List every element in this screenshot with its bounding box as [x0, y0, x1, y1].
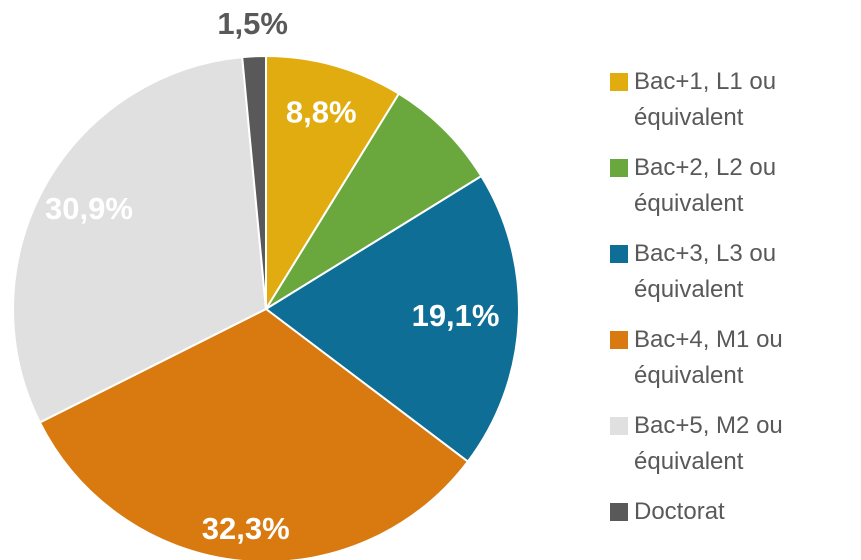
- legend-item: Bac+3, L3 ou équivalent: [610, 236, 861, 322]
- pie: 8,8% 19,1% 32,3% 30,9% 1,5%: [12, 6, 520, 560]
- data-label: 32,3%: [202, 511, 290, 546]
- legend: Bac+1, L1 ou équivalent Bac+2, L2 ou équi…: [610, 64, 861, 560]
- legend-swatch: [610, 417, 628, 435]
- legend-swatch: [610, 73, 628, 91]
- data-label: 1,5%: [217, 6, 288, 41]
- legend-item: Bac+5, M2 ou équivalent: [610, 408, 861, 494]
- pie-slice: [38, 307, 470, 560]
- data-label: 8,8%: [286, 94, 357, 129]
- data-label: 19,1%: [412, 298, 500, 333]
- legend-label: Bac+2, L2 ou équivalent: [634, 154, 777, 217]
- pie-slice: [12, 56, 268, 424]
- legend-item: Bac+1, L1 ou équivalent: [610, 64, 861, 150]
- legend-item: Doctorat: [610, 494, 861, 560]
- legend-swatch: [610, 503, 628, 521]
- pie-slice: [264, 174, 520, 463]
- pie-slice: [241, 54, 267, 310]
- legend-item: Bac+4, M1 ou équivalent: [610, 322, 861, 408]
- legend-label: Bac+3, L3 ou équivalent: [634, 240, 777, 303]
- data-label: 30,9%: [45, 191, 133, 226]
- legend-label: Bac+1, L1 ou équivalent: [634, 68, 777, 131]
- legend-item: Bac+2, L2 ou équivalent: [610, 150, 861, 236]
- legend-swatch: [610, 159, 628, 177]
- pie-slice: [265, 54, 401, 313]
- legend-label: Bac+4, M1 ou équivalent: [634, 326, 783, 389]
- legend-swatch: [610, 331, 628, 349]
- legend-label: Bac+5, M2 ou équivalent: [634, 412, 783, 475]
- pie-slice: [265, 92, 483, 310]
- legend-swatch: [610, 245, 628, 263]
- legend-label: Doctorat: [634, 498, 725, 525]
